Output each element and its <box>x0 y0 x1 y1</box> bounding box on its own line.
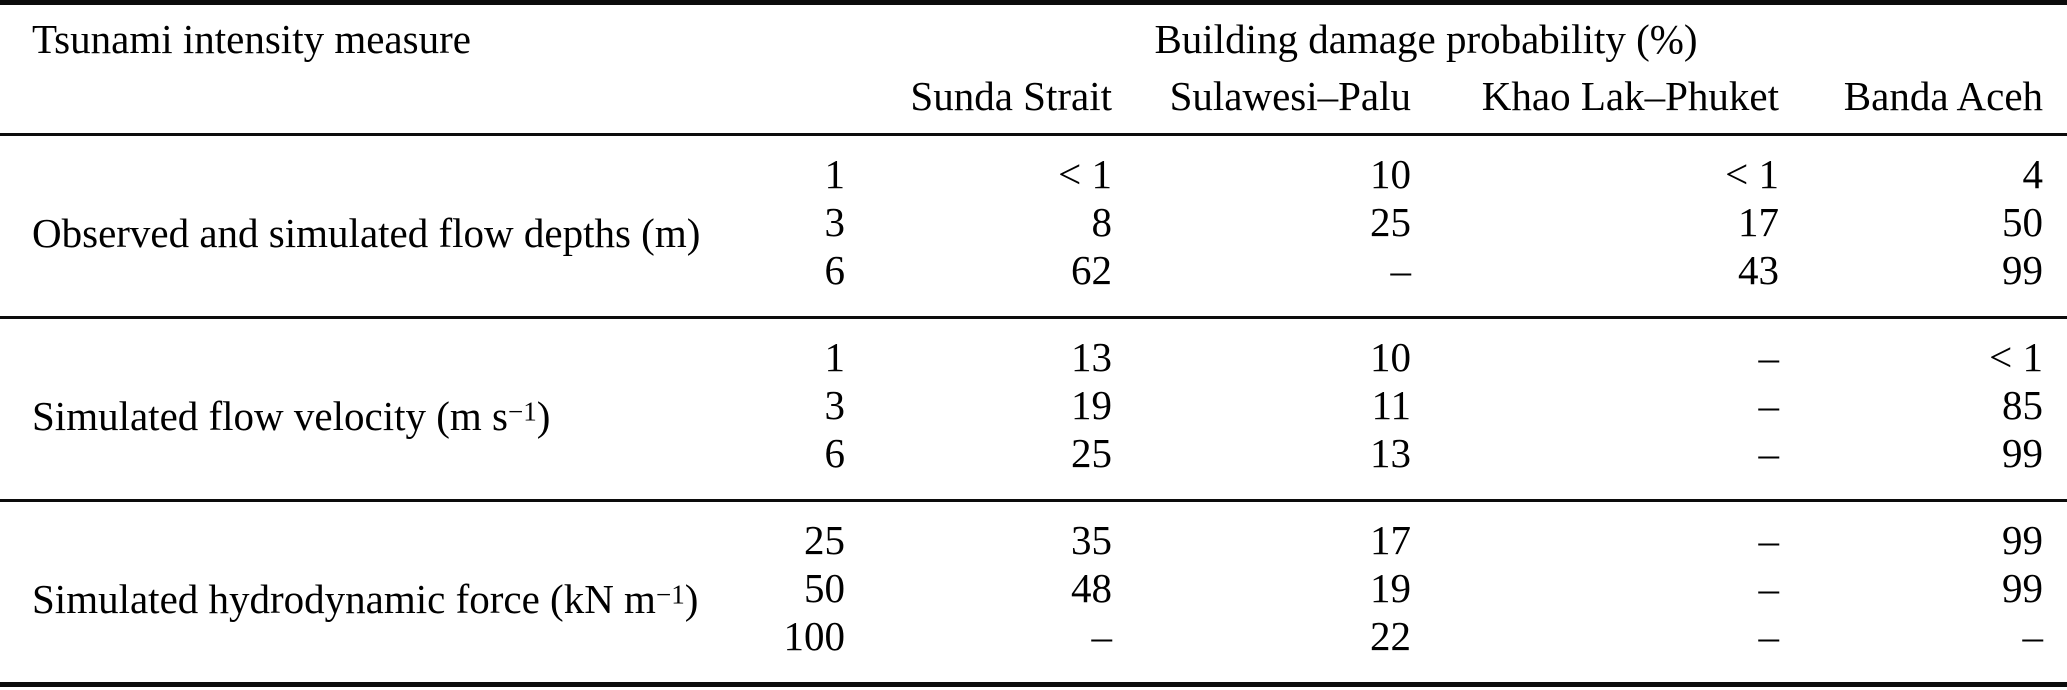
group-flow-velocity: Simulated flow velocity (m s−1) 1 13 10 … <box>0 317 2067 501</box>
damage-value-cell: 62 <box>1071 247 1112 293</box>
intensity-value-cell: 6 <box>824 430 846 476</box>
damage-value-cell: 10 <box>1370 151 1411 197</box>
measure-label-text: Simulated flow velocity (m s <box>32 393 508 439</box>
table-row: Simulated flow velocity (m s−1) 1 13 10 … <box>0 318 2067 439</box>
site-header-khao-lak-phuket: Khao Lak–Phuket <box>1481 73 1779 119</box>
damage-value-cell: 50 <box>2002 199 2044 245</box>
header-row-top: Tsunami intensity measure Building damag… <box>0 3 2067 70</box>
damage-value-cell: – <box>1758 430 1780 476</box>
table-row: Simulated hydrodynamic force (kN m−1) 25… <box>0 501 2067 622</box>
damage-value-cell: 13 <box>1370 430 1411 476</box>
damage-value-cell: 35 <box>1071 517 1112 563</box>
measure-label-hydrodynamic-force: Simulated hydrodynamic force (kN m−1) <box>0 501 776 685</box>
intensity-value-cell: 25 <box>804 517 845 563</box>
intensity-value-cell: 3 <box>824 382 846 428</box>
table-row: 6 25 13 – 99 <box>0 429 2067 501</box>
damage-value-cell: – <box>1758 334 1780 380</box>
damage-value-cell: – <box>1758 382 1780 428</box>
table-row: 100 – 22 – – <box>0 612 2067 685</box>
group-hydrodynamic-force: Simulated hydrodynamic force (kN m−1) 25… <box>0 500 2067 685</box>
table-header: Tsunami intensity measure Building damag… <box>0 3 2067 135</box>
damage-value-cell: 19 <box>1071 382 1112 428</box>
damage-value-cell: 99 <box>2002 430 2044 476</box>
damage-value-cell: 10 <box>1370 334 1411 380</box>
damage-value-cell: 99 <box>2002 517 2044 563</box>
measure-label-flow-depths: Observed and simulated flow depths (m) <box>0 135 776 318</box>
unit-superscript: −1 <box>507 396 537 427</box>
damage-value-cell: 25 <box>1071 430 1112 476</box>
group-flow-depths: Observed and simulated flow depths (m) 1… <box>0 134 2067 318</box>
table-row: 50 48 19 – 99 <box>0 564 2067 612</box>
unit-superscript: −1 <box>655 579 685 610</box>
table-row: 6 62 – 43 99 <box>0 246 2067 318</box>
measure-label-text: ) <box>536 393 551 439</box>
measure-label-text: ) <box>684 576 699 622</box>
damage-value-cell: < 1 <box>1725 151 1779 197</box>
measure-column-header: Tsunami intensity measure <box>32 16 471 62</box>
damage-value-cell: 19 <box>1370 565 1411 611</box>
damage-value-cell: 48 <box>1071 565 1112 611</box>
table-row: 3 19 11 – 85 <box>0 381 2067 429</box>
site-header-sunda-strait: Sunda Strait <box>910 73 1112 119</box>
site-header-sulawesi-palu: Sulawesi–Palu <box>1169 73 1411 119</box>
damage-value-cell: 17 <box>1738 199 1779 245</box>
intensity-value-cell: 6 <box>824 247 846 293</box>
measure-label-text: Simulated hydrodynamic force (kN m <box>32 576 656 622</box>
intensity-value-cell: 1 <box>824 334 846 380</box>
table-row: Observed and simulated flow depths (m) 1… <box>0 135 2067 256</box>
damage-value-cell: 99 <box>2002 247 2044 293</box>
damage-value-cell: – <box>1758 613 1780 659</box>
site-header-banda-aceh: Banda Aceh <box>1843 73 2044 119</box>
intensity-value-cell: 3 <box>824 199 846 245</box>
damage-value-cell: 85 <box>2002 382 2044 428</box>
intensity-value-cell: 100 <box>783 613 846 659</box>
table-row: 3 8 25 17 50 <box>0 198 2067 246</box>
damage-value-cell: – <box>2022 613 2044 659</box>
header-row-sites: Sunda Strait Sulawesi–Palu Khao Lak–Phuk… <box>0 69 2067 135</box>
damage-value-cell: < 1 <box>1989 334 2044 380</box>
intensity-value-cell: 1 <box>824 151 846 197</box>
intensity-value-cell: 50 <box>804 565 845 611</box>
damage-value-cell: 13 <box>1071 334 1112 380</box>
damage-value-cell: 4 <box>2022 151 2044 197</box>
empty-header-cell <box>0 69 857 135</box>
damage-value-cell: 25 <box>1370 199 1411 245</box>
measure-label-flow-velocity: Simulated flow velocity (m s−1) <box>0 318 776 501</box>
damage-value-cell: 11 <box>1371 382 1411 428</box>
damage-value-cell: 43 <box>1738 247 1779 293</box>
damage-value-cell: – <box>1758 565 1780 611</box>
measure-label-text: Observed and simulated flow depths (m) <box>32 210 701 256</box>
damage-value-cell: – <box>1091 613 1113 659</box>
damage-value-cell: – <box>1390 247 1412 293</box>
damage-value-cell: – <box>1758 517 1780 563</box>
damage-value-cell: 17 <box>1370 517 1411 563</box>
damage-value-cell: 8 <box>1091 199 1113 245</box>
damage-value-cell: < 1 <box>1058 151 1112 197</box>
damage-value-cell: 22 <box>1370 613 1411 659</box>
damage-value-cell: 99 <box>2002 565 2044 611</box>
damage-probability-group-header: Building damage probability (%) <box>1154 16 1698 62</box>
